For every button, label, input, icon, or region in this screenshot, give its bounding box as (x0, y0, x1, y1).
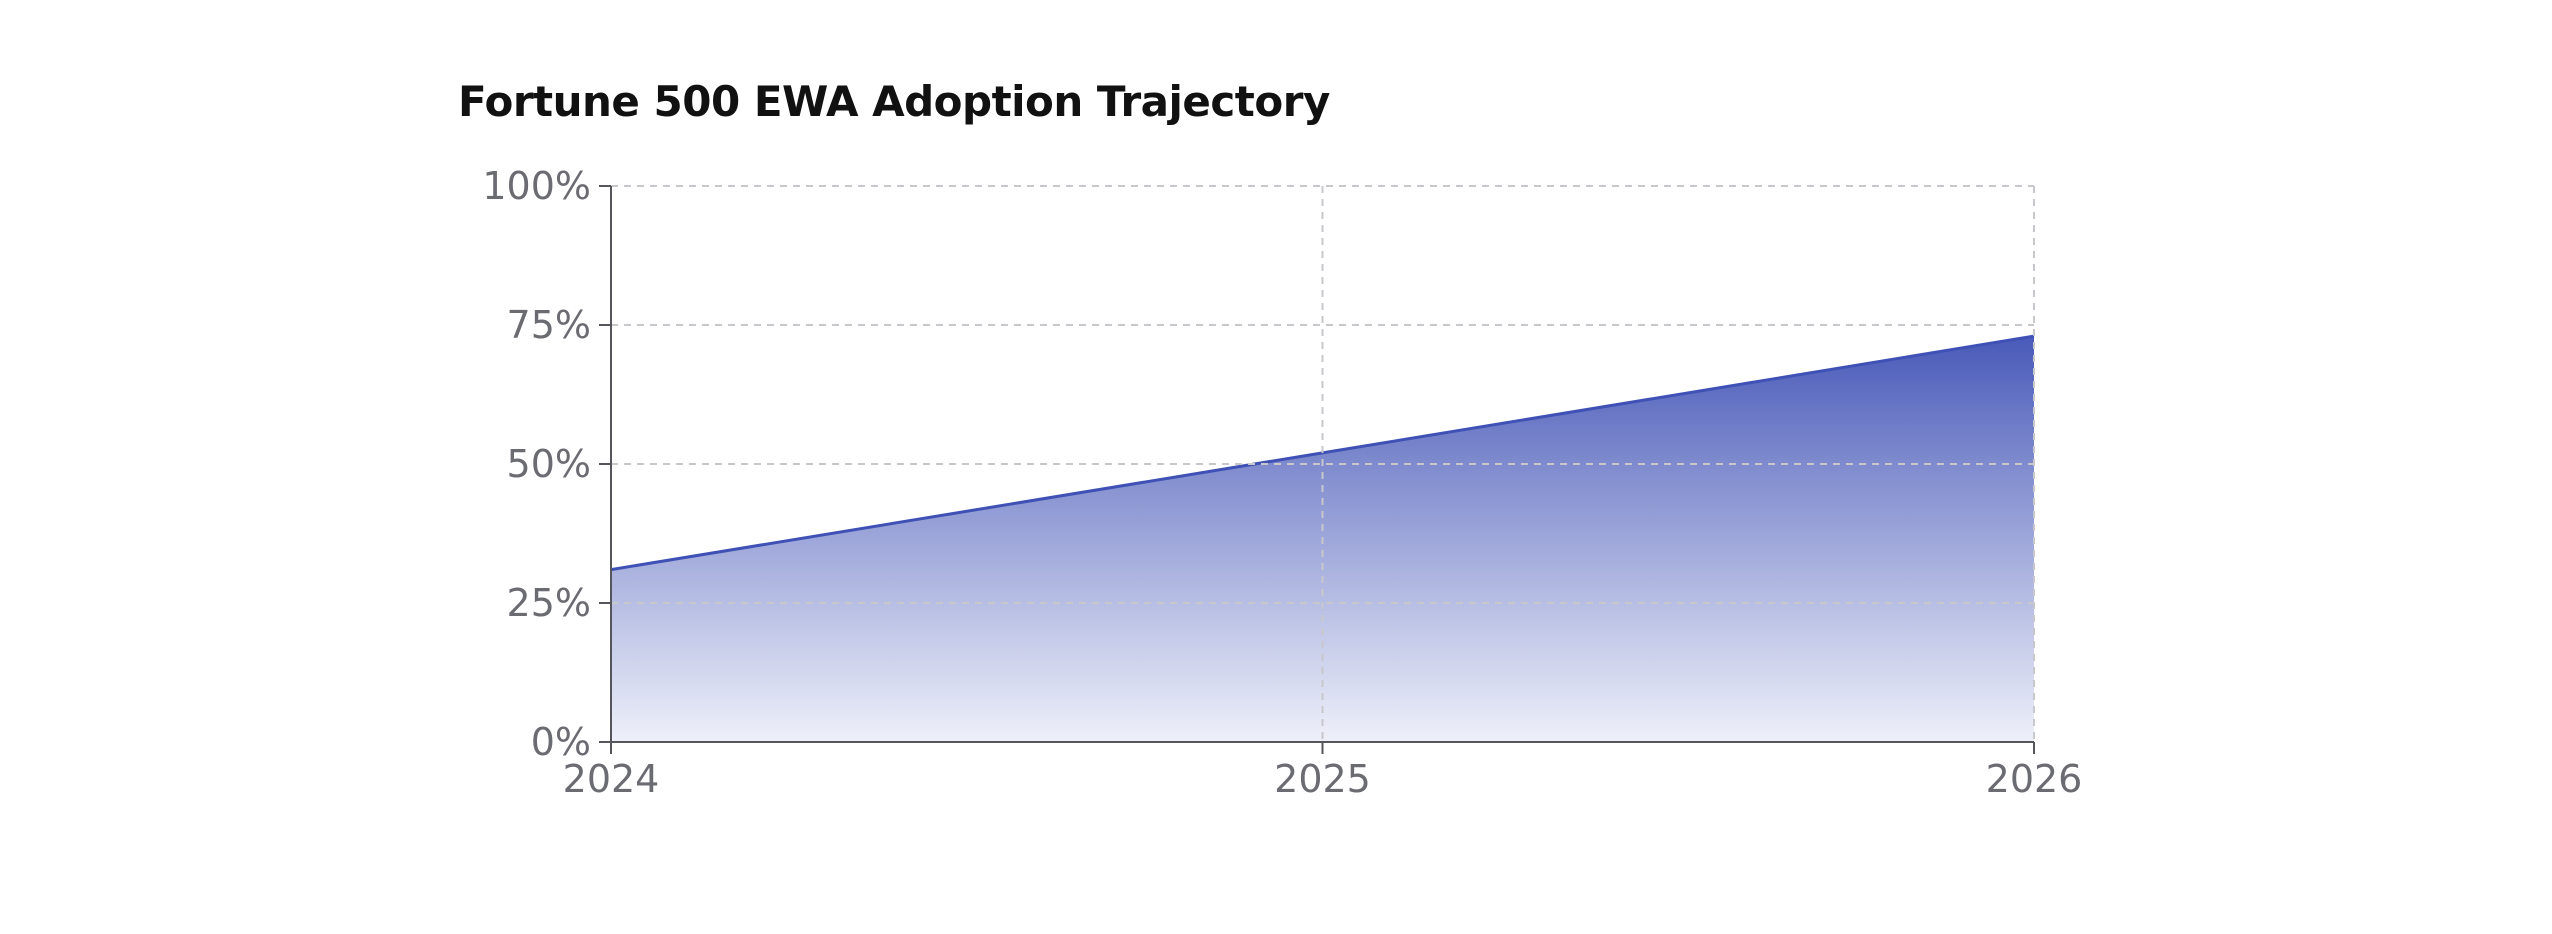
x-tick-label: 2024 (563, 757, 660, 801)
x-tick-label: 2025 (1274, 757, 1371, 801)
y-tick-label: 75% (507, 303, 591, 347)
tick-labels: 0% 25% 50% 75% 100% 2024 2025 2026 (482, 164, 2082, 801)
axes (599, 185, 2035, 754)
y-tick-label: 100% (482, 164, 591, 208)
y-tick-label: 25% (507, 581, 591, 625)
grid-lines (611, 185, 2035, 742)
x-tick-label: 2026 (1986, 757, 2083, 801)
y-tick-label: 0% (531, 720, 591, 764)
y-tick-label: 50% (507, 442, 591, 486)
chart-title: Fortune 500 EWA Adoption Trajectory (458, 77, 1330, 126)
